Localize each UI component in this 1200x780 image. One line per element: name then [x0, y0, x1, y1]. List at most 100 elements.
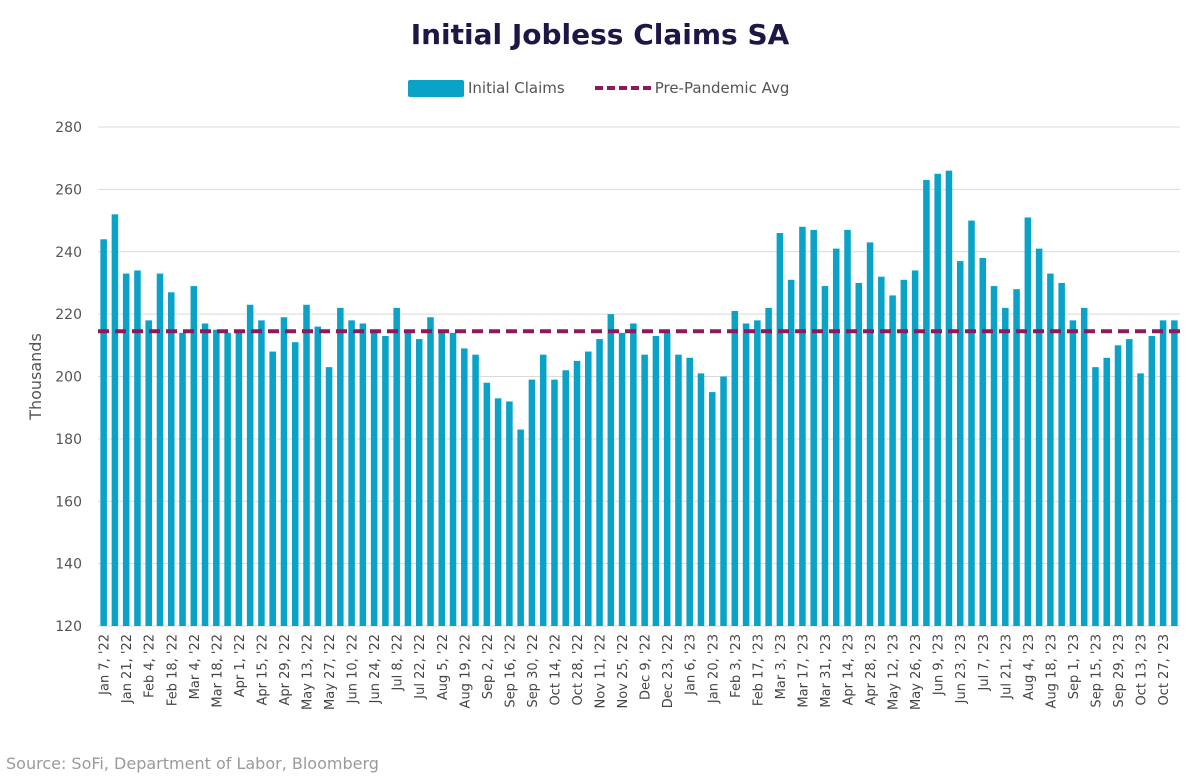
- bar: [393, 307, 400, 626]
- x-tick-label: Feb 18, '22: [165, 634, 180, 706]
- bar: [754, 320, 761, 626]
- x-tick-label: Jan 6, '23: [684, 634, 699, 696]
- bar: [1035, 248, 1043, 626]
- bar: [1159, 320, 1167, 626]
- bar: [708, 392, 716, 626]
- bar: [1024, 217, 1032, 626]
- y-axis-title: Thousands: [26, 333, 45, 421]
- legend-swatch-dash: [594, 86, 651, 90]
- bar: [404, 332, 412, 626]
- x-tick-label: Dec 23, '22: [661, 634, 676, 708]
- x-tick-label: Apr 28, '23: [864, 634, 879, 706]
- y-tick-label: 140: [55, 557, 82, 573]
- bar: [213, 329, 220, 626]
- bar: [179, 332, 186, 626]
- y-tick-label: 220: [55, 307, 82, 323]
- bar: [1114, 345, 1122, 626]
- bar: [1013, 289, 1020, 626]
- x-tick-label: Oct 14, '22: [548, 634, 563, 706]
- bar: [145, 320, 152, 626]
- x-tick-label: Aug 18, '23: [1044, 634, 1059, 708]
- bar: [382, 335, 389, 626]
- bar: [449, 332, 457, 626]
- source-note: Source: SoFi, Department of Labor, Bloom…: [6, 754, 379, 773]
- x-tick-label: Apr 14, '23: [842, 634, 857, 706]
- bar: [765, 307, 772, 626]
- x-tick-label: Sep 15, '23: [1089, 634, 1104, 708]
- y-tick-label: 160: [55, 494, 82, 510]
- y-tick-label: 120: [55, 619, 82, 635]
- x-tick-label: Oct 28, '22: [571, 634, 586, 706]
- x-tick-label: Sep 30, '22: [526, 634, 541, 708]
- bar: [1092, 367, 1099, 626]
- bar: [156, 273, 164, 626]
- x-tick-label: Mar 3, '23: [774, 634, 789, 699]
- x-tick-label: Oct 27, '23: [1157, 634, 1172, 706]
- x-tick-label: May 13, '22: [301, 634, 316, 710]
- x-tick-label: May 27, '22: [323, 634, 338, 710]
- bar: [472, 354, 479, 626]
- bar: [607, 314, 615, 626]
- legend-swatch-bar: [408, 79, 464, 97]
- x-tick-label: Aug 4, '23: [1022, 634, 1037, 700]
- bar: [585, 351, 592, 626]
- bar: [663, 332, 671, 626]
- bar: [370, 332, 378, 626]
- bar: [923, 180, 930, 627]
- bar: [573, 360, 581, 626]
- bar: [303, 304, 310, 626]
- bar: [1069, 320, 1077, 626]
- bar: [742, 323, 750, 626]
- x-tick-label: Apr 29, '22: [278, 634, 293, 706]
- bar: [968, 220, 975, 626]
- x-tick-label: Sep 1, '23: [1067, 634, 1082, 699]
- bar: [415, 339, 423, 626]
- bar: [810, 229, 817, 626]
- bar: [990, 286, 998, 626]
- legend-item-pre-pandemic-avg: Pre-Pandemic Avg: [565, 79, 789, 97]
- bar: [1137, 373, 1144, 626]
- x-tick-label: Dec 9, '22: [639, 634, 654, 700]
- x-tick-label: Mar 18, '22: [210, 634, 225, 708]
- x-tick-label: Mar 17, '23: [796, 634, 811, 708]
- bar: [246, 304, 254, 626]
- bar: [111, 214, 119, 626]
- bar: [517, 429, 524, 626]
- bar: [652, 335, 660, 626]
- bar: [122, 273, 130, 626]
- x-tick-label: Jan 20, '23: [706, 634, 721, 704]
- bar: [201, 323, 209, 626]
- bar: [461, 348, 468, 626]
- x-tick-label: Sep 29, '23: [1112, 634, 1127, 708]
- x-tick-label: May 26, '23: [909, 634, 924, 710]
- bar: [235, 332, 243, 626]
- bar: [945, 170, 953, 626]
- bar: [956, 261, 964, 626]
- bar: [630, 323, 637, 626]
- bar: [934, 173, 941, 626]
- bar: [562, 370, 570, 626]
- x-tick-label: Nov 11, '22: [594, 634, 609, 708]
- bar: [325, 367, 333, 626]
- y-tick-label: 200: [55, 370, 82, 386]
- x-tick-label: Jun 10, '22: [346, 634, 361, 704]
- y-tick-label: 280: [55, 120, 82, 136]
- bar: [1171, 320, 1178, 626]
- bar: [799, 226, 806, 627]
- bar: [134, 270, 141, 626]
- y-tick-label: 180: [55, 432, 82, 448]
- bar: [866, 242, 874, 627]
- legend-label-initial-claims: Initial Claims: [468, 79, 565, 97]
- x-tick-label: Jul 8, '22: [391, 634, 406, 691]
- bar: [190, 286, 198, 626]
- legend-item-initial-claims: Initial Claims: [408, 79, 565, 97]
- bar: [596, 339, 603, 626]
- bar: [258, 320, 265, 626]
- x-tick-label: Jul 7, '23: [977, 634, 992, 691]
- bar: [821, 286, 829, 626]
- x-tick-label: Feb 3, '23: [729, 634, 744, 698]
- x-tick-label: Jul 22, '22: [413, 634, 428, 700]
- x-tick-label: Aug 5, '22: [436, 634, 451, 700]
- x-tick-label: Jun 23, '23: [954, 634, 969, 704]
